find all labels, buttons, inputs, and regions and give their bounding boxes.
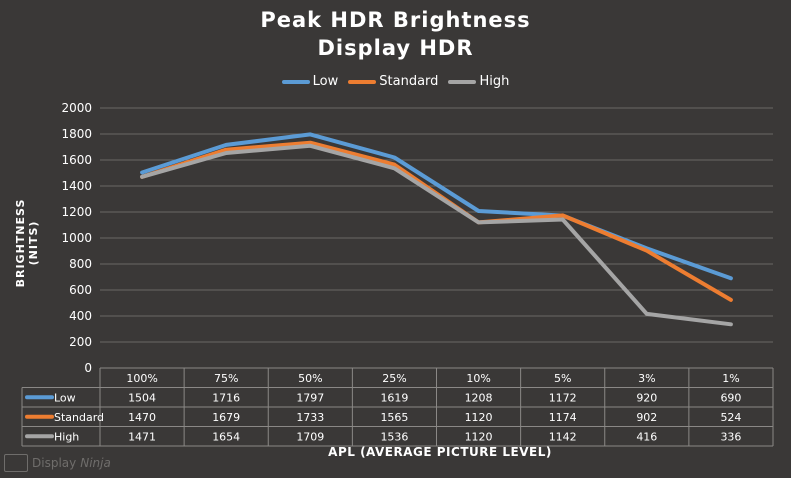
y-tick-label-1: 200 (69, 335, 92, 349)
x-tick-label-7: 1% (722, 372, 739, 385)
legend-swatch-2 (448, 79, 477, 84)
legend-label-0: Low (312, 74, 339, 89)
x-tick-label-6: 3% (638, 372, 655, 385)
legend-swatch-0 (281, 79, 310, 84)
x-tick-label-3: 25% (382, 372, 406, 385)
table-series-name-low: Low (54, 392, 76, 405)
y-tick-label-2: 400 (69, 309, 92, 323)
data-label-low-1: 1716 (212, 392, 240, 405)
y-tick-label-9: 1800 (61, 127, 92, 141)
y-tick-label-3: 600 (69, 283, 92, 297)
data-label-low-0: 1504 (128, 392, 156, 405)
data-label-low-7: 690 (720, 392, 741, 405)
data-label-high-7: 336 (720, 431, 741, 444)
data-label-standard-6: 902 (636, 411, 657, 424)
watermark: Display Ninja (4, 454, 111, 472)
watermark-brand: Display (32, 456, 77, 470)
legend-label-2: High (479, 74, 510, 89)
x-tick-label-5: 5% (554, 372, 571, 385)
data-label-low-6: 920 (636, 392, 657, 405)
x-tick-label-2: 50% (298, 372, 322, 385)
legend-item-0: Low (281, 74, 339, 89)
series-line-standard (140, 140, 733, 302)
legend-label-1: Standard (379, 74, 439, 89)
x-tick-label-1: 75% (214, 372, 238, 385)
series-line-low (140, 132, 733, 281)
data-label-high-3: 1536 (380, 431, 408, 444)
chart-legend: Low Standard High (0, 74, 791, 89)
legend-swatch-1 (348, 79, 377, 84)
data-label-standard-3: 1565 (380, 411, 408, 424)
data-label-standard-2: 1733 (296, 411, 324, 424)
data-label-low-2: 1797 (296, 392, 324, 405)
data-label-low-3: 1619 (380, 392, 408, 405)
data-label-standard-7: 524 (720, 411, 741, 424)
chart-title: Peak HDR Brightness (260, 8, 531, 32)
data-label-low-5: 1172 (549, 392, 577, 405)
data-label-standard-5: 1174 (549, 411, 577, 424)
data-label-high-4: 1120 (465, 431, 493, 444)
watermark-brand-suffix: Ninja (80, 456, 111, 470)
y-tick-label-4: 800 (69, 257, 92, 271)
y-tick-label-8: 1600 (61, 153, 92, 167)
data-label-high-5: 1142 (549, 431, 577, 444)
table-series-name-high: High (54, 431, 79, 444)
data-label-low-4: 1208 (465, 392, 493, 405)
y-tick-label-10: 2000 (61, 101, 92, 115)
y-tick-label-5: 1000 (61, 231, 92, 245)
table-series-name-standard: Standard (54, 411, 104, 424)
x-tick-label-0: 100% (126, 372, 157, 385)
data-label-high-1: 1654 (212, 431, 240, 444)
y-tick-label-0: 0 (84, 361, 92, 375)
y-tick-label-6: 1200 (61, 205, 92, 219)
y-tick-label-7: 1400 (61, 179, 92, 193)
display-ninja-logo-icon (4, 454, 28, 472)
data-label-high-6: 416 (636, 431, 657, 444)
series-line-high (140, 143, 733, 327)
data-label-high-2: 1709 (296, 431, 324, 444)
data-label-standard-4: 1120 (465, 411, 493, 424)
data-label-standard-1: 1679 (212, 411, 240, 424)
chart-subtitle: Display HDR (317, 36, 474, 60)
data-label-high-0: 1471 (128, 431, 156, 444)
legend-item-1: Standard (348, 74, 438, 89)
legend-item-2: High (448, 74, 509, 89)
x-tick-label-4: 10% (466, 372, 490, 385)
x-axis-label: APL (AVERAGE PICTURE LEVEL) (328, 445, 552, 459)
data-label-standard-0: 1470 (128, 411, 156, 424)
